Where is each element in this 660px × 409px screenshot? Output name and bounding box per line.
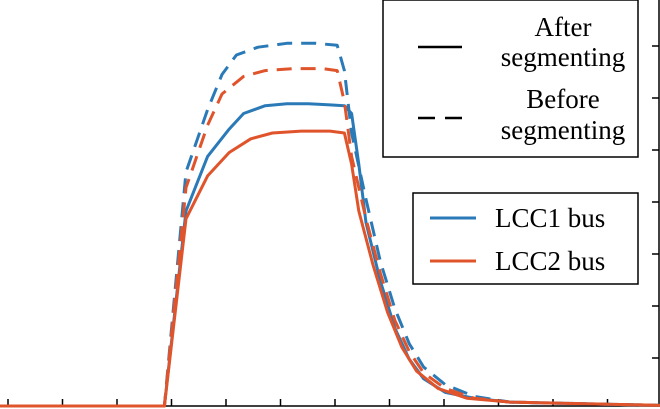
series-line-lcc1-bus-before-segmenting xyxy=(0,41,660,408)
series-layer xyxy=(0,41,660,408)
series-line-lcc2-bus-before-segmenting xyxy=(0,67,660,408)
bus-legend: LCC1 bus LCC2 bus xyxy=(412,192,639,285)
series-line-lcc2-bus-after-segmenting xyxy=(0,129,660,408)
bus-legend-box xyxy=(412,192,639,285)
style-legend-label-after-2: segmenting xyxy=(501,42,625,72)
style-legend-box xyxy=(382,0,639,158)
style-legend-label-before-2: segmenting xyxy=(501,115,625,145)
style-legend-label-before-1: Before xyxy=(526,84,599,114)
bus-legend-label-lcc1: LCC1 bus xyxy=(495,203,605,233)
style-legend-label-after-1: After xyxy=(535,12,592,42)
style-legend: After segmenting Before segmenting xyxy=(382,0,639,158)
bus-legend-label-lcc2: LCC2 bus xyxy=(495,246,605,276)
